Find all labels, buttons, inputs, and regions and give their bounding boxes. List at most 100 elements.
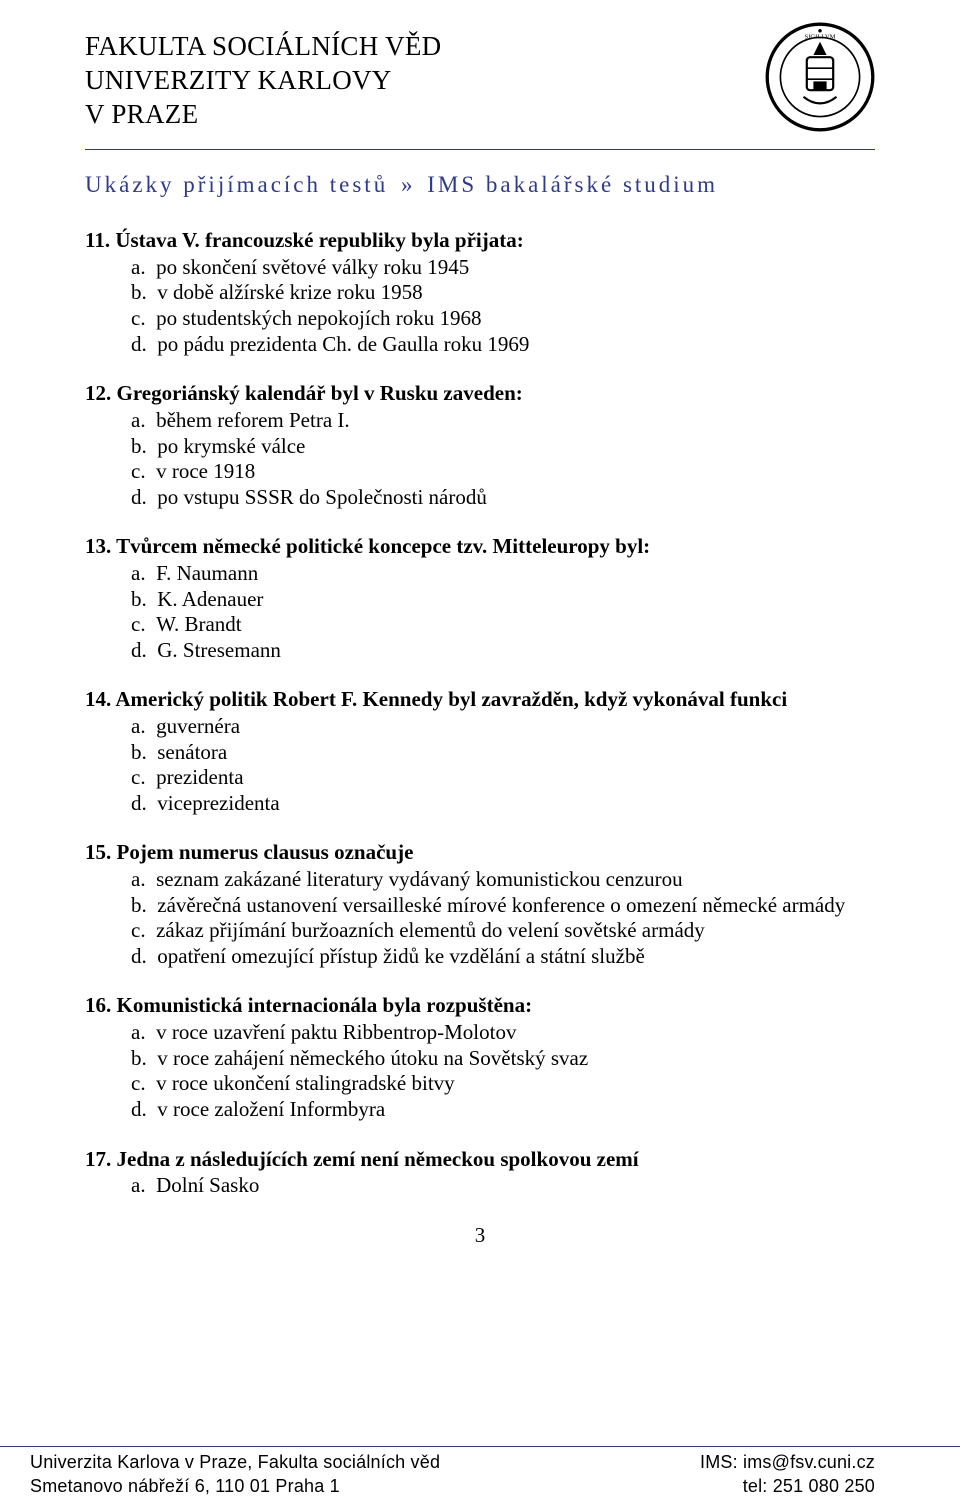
question-text: Gregoriánský kalendář byl v Rusku zavede… [111,381,523,405]
document-subtitle: Ukázky přijímacích testů » IMS bakalářsk… [85,172,875,198]
question-text: Tvůrcem německé politické koncepce tzv. … [111,534,650,558]
svg-text:SIGILLVM: SIGILLVM [805,34,836,41]
option-text: d. viceprezidenta [131,791,280,815]
option-text: b. senátora [131,740,227,764]
option-text: b. v roce zahájení německého útoku na So… [131,1046,588,1070]
question-text: Pojem numerus clausus označuje [111,840,413,864]
option: a. v roce uzavření paktu Ribbentrop-Molo… [85,1020,875,1046]
footer-email: IMS: ims@fsv.cuni.cz [700,1451,875,1474]
question-heading: 16. Komunistická internacionála byla roz… [85,993,532,1017]
option-text: b. závěrečná ustanovení versailleské mír… [131,893,845,917]
option: c. v roce ukončení stalingradské bitvy [85,1071,875,1097]
questions-content: 11. Ústava V. francouzské republiky byla… [85,228,875,1199]
question-number: 16. [85,993,111,1017]
option-text: d. opatření omezující přístup židů ke vz… [131,944,645,968]
page-number: 3 [85,1223,875,1248]
option-text: a. v roce uzavření paktu Ribbentrop-Molo… [131,1020,516,1044]
question-options: a. po skončení světové války roku 1945b.… [85,255,875,357]
question-text: Jedna z následujících zemí není německou… [111,1147,638,1171]
option-text: d. v roce založení Informbyra [131,1097,385,1121]
option-text: a. guvernéra [131,714,240,738]
option: b. po krymské válce [85,434,875,460]
option-text: a. během reforem Petra I. [131,408,350,432]
option-text: c. zákaz přijímání buržoazních elementů … [131,918,705,942]
footer-address: Smetanovo nábřeží 6, 110 01 Praha 1 [30,1475,440,1498]
question-options: a. guvernérab. senátorac. prezidentad. v… [85,714,875,816]
question-number: 13. [85,534,111,558]
option: a. seznam zakázané literatury vydávaný k… [85,867,875,893]
question-heading: 15. Pojem numerus clausus označuje [85,840,413,864]
question: 14. Americký politik Robert F. Kennedy b… [85,687,875,816]
question: 12. Gregoriánský kalendář byl v Rusku za… [85,381,875,510]
question: 11. Ústava V. francouzské republiky byla… [85,228,875,357]
institution-line-2: UNIVERZITY KARLOVY [85,64,875,98]
option: c. po studentských nepokojích roku 1968 [85,306,875,332]
option-text: a. Dolní Sasko [131,1173,259,1197]
footer-tel: tel: 251 080 250 [700,1475,875,1498]
option: c. zákaz přijímání buržoazních elementů … [85,918,875,944]
question-heading: 14. Americký politik Robert F. Kennedy b… [85,687,787,711]
option: b. K. Adenauer [85,587,875,613]
question-text: Komunistická internacionála byla rozpušt… [111,993,532,1017]
option: c. W. Brandt [85,612,875,638]
option-text: c. po studentských nepokojích roku 1968 [131,306,482,330]
option-text: c. v roce ukončení stalingradské bitvy [131,1071,455,1095]
question-options: a. seznam zakázané literatury vydávaný k… [85,867,875,969]
option-text: b. po krymské válce [131,434,305,458]
option-text: d. po pádu prezidenta Ch. de Gaulla roku… [131,332,529,356]
footer-right: IMS: ims@fsv.cuni.cz tel: 251 080 250 [700,1451,875,1498]
subtitle-separator: » [401,172,413,197]
option: d. opatření omezující přístup židů ke vz… [85,944,875,970]
option: b. závěrečná ustanovení versailleské mír… [85,893,875,919]
question: 13. Tvůrcem německé politické koncepce t… [85,534,875,663]
institution-title: FAKULTA SOCIÁLNÍCH VĚD UNIVERZITY KARLOV… [85,30,875,131]
question-number: 11. [85,228,110,252]
option: b. v době alžírské krize roku 1958 [85,280,875,306]
option-text: d. G. Stresemann [131,638,281,662]
option: d. v roce založení Informbyra [85,1097,875,1123]
option: d. po vstupu SSSR do Společnosti národů [85,485,875,511]
footer-org: Univerzita Karlova v Praze, Fakulta soci… [30,1451,440,1474]
option-text: a. po skončení světové války roku 1945 [131,255,469,279]
option-text: a. seznam zakázané literatury vydávaný k… [131,867,683,891]
subtitle-right: IMS bakalářské studium [427,172,718,197]
question-options: a. v roce uzavření paktu Ribbentrop-Molo… [85,1020,875,1122]
option-text: b. v době alžírské krize roku 1958 [131,280,423,304]
option: d. viceprezidenta [85,791,875,817]
option: d. po pádu prezidenta Ch. de Gaulla roku… [85,332,875,358]
question: 16. Komunistická internacionála byla roz… [85,993,875,1122]
question: 15. Pojem numerus clausus označuje a. sez… [85,840,875,969]
option-text: d. po vstupu SSSR do Společnosti národů [131,485,487,509]
option-text: a. F. Naumann [131,561,258,585]
option: a. Dolní Sasko [85,1173,875,1199]
question-number: 14. [85,687,111,711]
subtitle-left: Ukázky přijímacích testů [85,172,388,197]
option: d. G. Stresemann [85,638,875,664]
option: c. prezidenta [85,765,875,791]
institution-line-3: V PRAZE [85,98,875,132]
option: a. během reforem Petra I. [85,408,875,434]
university-seal-icon: SIGILLVM [765,22,875,132]
question-options: a. během reforem Petra I.b. po krymské v… [85,408,875,510]
option-text: b. K. Adenauer [131,587,263,611]
question-text: Ústava V. francouzské republiky byla při… [110,228,524,252]
footer-left: Univerzita Karlova v Praze, Fakulta soci… [30,1451,440,1498]
option: a. po skončení světové války roku 1945 [85,255,875,281]
question-number: 17. [85,1147,111,1171]
option: a. guvernéra [85,714,875,740]
question-text: Americký politik Robert F. Kennedy byl z… [111,687,787,711]
question-heading: 13. Tvůrcem německé politické koncepce t… [85,534,650,558]
option-text: c. v roce 1918 [131,459,255,483]
question-heading: 12. Gregoriánský kalendář byl v Rusku za… [85,381,523,405]
page-header: FAKULTA SOCIÁLNÍCH VĚD UNIVERZITY KARLOV… [85,30,875,150]
option: c. v roce 1918 [85,459,875,485]
question-heading: 11. Ústava V. francouzské republiky byla… [85,228,524,252]
question-options: a. Dolní Sasko [85,1173,875,1199]
question-number: 12. [85,381,111,405]
page-footer: Univerzita Karlova v Praze, Fakulta soci… [0,1446,960,1498]
question-heading: 17. Jedna z následujících zemí není něme… [85,1147,639,1171]
option-text: c. prezidenta [131,765,244,789]
option-text: c. W. Brandt [131,612,242,636]
option: b. senátora [85,740,875,766]
question-number: 15. [85,840,111,864]
